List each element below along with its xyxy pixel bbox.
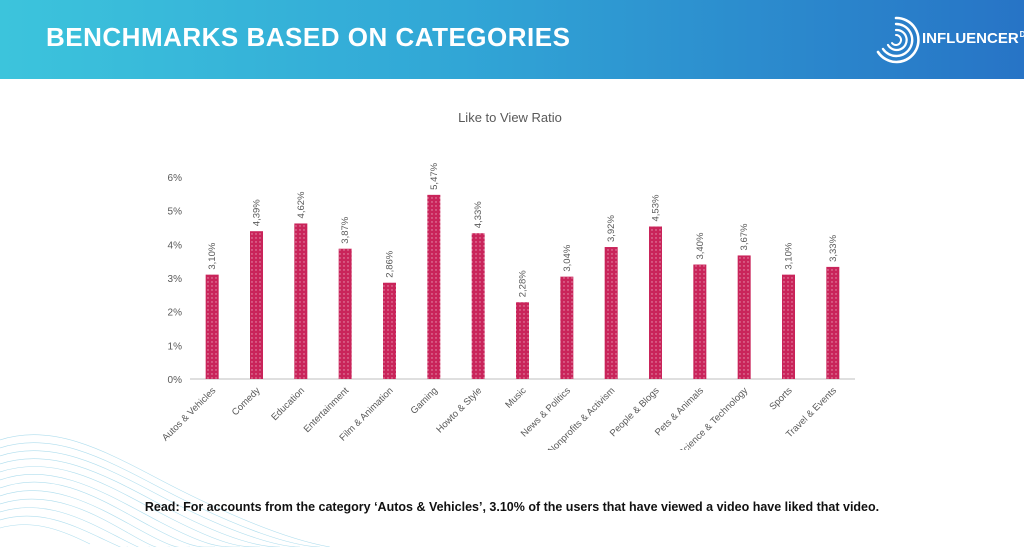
x-tick-label: Sports xyxy=(767,385,794,412)
y-tick-label: 2% xyxy=(168,308,183,319)
bar xyxy=(383,282,396,379)
brand-logo: INFLUENCERDB xyxy=(872,12,1024,68)
x-tick-label: Entertainment xyxy=(302,385,352,435)
data-label: 4,62% xyxy=(296,191,307,218)
y-tick-label: 5% xyxy=(168,207,183,218)
bar xyxy=(427,194,441,379)
data-label: 3,33% xyxy=(828,234,839,261)
y-tick-label: 6% xyxy=(168,173,183,184)
data-label: 3,87% xyxy=(340,216,351,243)
page-title: BENCHMARKS BASED ON CATEGORIES xyxy=(46,22,571,52)
data-label: 4,39% xyxy=(252,199,263,226)
bar xyxy=(294,223,308,379)
data-label: 3,67% xyxy=(739,223,750,250)
x-tick-label: Comedy xyxy=(230,385,263,418)
y-tick-label: 4% xyxy=(168,240,183,251)
bar xyxy=(737,255,751,379)
bars-group: 3,10% 4,39% 4,62% 3,87% 2,86% 5,47% 4,33% 2,28%… xyxy=(205,162,840,379)
x-tick-label: Howto & Style xyxy=(434,385,484,435)
concentric-circles-icon xyxy=(876,16,920,64)
bar xyxy=(604,247,618,379)
brand-name: INFLUENCERDB xyxy=(922,30,1024,47)
data-label: 4,33% xyxy=(473,201,484,228)
bar xyxy=(560,276,574,379)
x-tick-label: Gaming xyxy=(409,385,440,416)
data-label: 2,86% xyxy=(385,250,396,277)
brand-name-text: INFLUENCER xyxy=(922,30,1019,47)
x-tick-label: Autos & Vehicles xyxy=(160,385,218,443)
data-label: 4,53% xyxy=(651,194,662,221)
brand-suffix: DB xyxy=(1019,30,1024,39)
header-banner: BENCHMARKS BASED ON CATEGORIES INFLUENCE… xyxy=(0,0,1024,79)
data-label: 3,40% xyxy=(695,232,706,259)
bar xyxy=(338,248,352,379)
y-axis: 0% 1% 2% 3% 4% 5% 6% xyxy=(168,173,855,386)
y-tick-label: 3% xyxy=(168,274,183,285)
footnote: Read: For accounts from the category ‘Au… xyxy=(144,500,880,514)
data-label: 5,47% xyxy=(429,162,440,189)
data-label: 3,04% xyxy=(562,244,573,271)
data-label: 3,92% xyxy=(606,215,617,242)
bar xyxy=(250,231,263,379)
bar xyxy=(516,302,529,379)
x-tick-label: Music xyxy=(503,385,528,410)
bar xyxy=(782,274,795,379)
data-label: 3,10% xyxy=(207,242,218,269)
bar xyxy=(471,233,485,379)
x-axis: Autos & Vehicles Comedy EducationEntertain… xyxy=(160,385,839,450)
bar xyxy=(649,226,662,379)
bar xyxy=(693,264,707,379)
chart-title: Like to View Ratio xyxy=(458,110,562,125)
y-tick-label: 0% xyxy=(168,375,183,386)
bar-chart: Like to View Ratio 0% 1% 2% 3% 4% 5% 6% 3,10% 4… xyxy=(160,110,855,450)
data-label: 2,28% xyxy=(518,270,529,297)
data-label: 3,10% xyxy=(784,242,795,269)
y-tick-label: 1% xyxy=(168,341,183,352)
bar xyxy=(826,266,840,379)
decorative-wave-mesh xyxy=(0,434,330,547)
x-tick-label: Education xyxy=(269,385,307,423)
bar xyxy=(205,274,219,379)
